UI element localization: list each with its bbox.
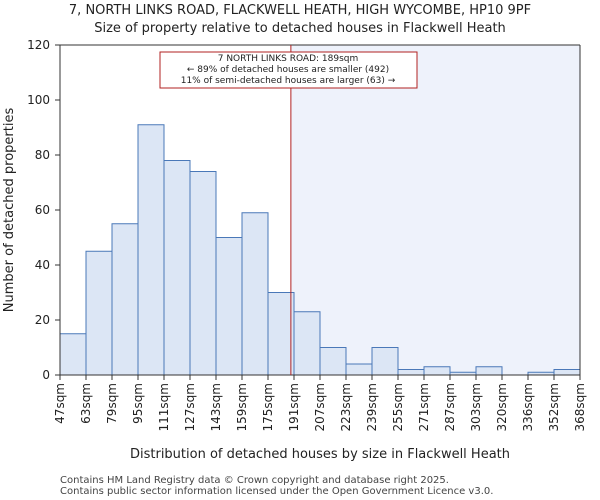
- x-tick-label: 239sqm: [365, 383, 379, 431]
- chart-title: 7, NORTH LINKS ROAD, FLACKWELL HEATH, HI…: [69, 3, 531, 18]
- y-tick-label: 40: [35, 258, 50, 272]
- histogram-bar: [215, 237, 243, 376]
- x-tick-label: 47sqm: [53, 383, 67, 424]
- x-tick-label: 352sqm: [547, 383, 561, 431]
- x-tick-label: 111sqm: [157, 383, 171, 431]
- x-tick-label: 159sqm: [235, 383, 249, 431]
- histogram-bar: [553, 369, 581, 376]
- x-tick-label: 95sqm: [131, 383, 145, 424]
- x-tick-label: 336sqm: [521, 383, 535, 431]
- x-tick-label: 143sqm: [209, 383, 223, 431]
- y-tick-label: 100: [27, 93, 50, 107]
- x-tick-label: 368sqm: [573, 383, 587, 431]
- annotation-line-2: ← 89% of detached houses are smaller (49…: [187, 65, 389, 75]
- x-tick-label: 303sqm: [469, 383, 483, 431]
- histogram-bar: [475, 366, 503, 376]
- histogram-bar: [267, 292, 295, 376]
- y-axis: 0 20 40 60 80 100 120: [27, 38, 581, 382]
- footer-line-1: Contains HM Land Registry data © Crown c…: [60, 475, 449, 486]
- histogram-bar: [163, 160, 191, 376]
- x-tick-label: 287sqm: [443, 383, 457, 431]
- x-tick-label: 191sqm: [287, 383, 301, 431]
- histogram-bar: [397, 369, 425, 376]
- chart-subtitle: Size of property relative to detached ho…: [94, 21, 506, 36]
- y-tick-label: 20: [35, 313, 50, 327]
- x-tick-label: 127sqm: [183, 383, 197, 431]
- y-tick-label: 60: [35, 203, 50, 217]
- x-tick-label: 271sqm: [417, 383, 431, 431]
- histogram-bar: [371, 347, 399, 376]
- histogram-bar: [189, 171, 217, 376]
- footer-line-2: Contains public sector information licen…: [60, 486, 493, 497]
- histogram-bar: [241, 212, 269, 376]
- histogram-bar: [137, 124, 165, 376]
- x-tick-label: 320sqm: [495, 383, 509, 431]
- y-tick-label: 0: [42, 368, 50, 382]
- bars-group: [59, 124, 581, 376]
- y-tick-label: 120: [27, 38, 50, 52]
- x-axis-label: Distribution of detached houses by size …: [130, 447, 510, 462]
- y-tick-label: 80: [35, 148, 50, 162]
- histogram-bar: [293, 311, 321, 376]
- histogram-bar: [319, 347, 347, 376]
- larger-region-shade: [290, 45, 580, 375]
- histogram-bar: [111, 223, 139, 376]
- x-tick-label: 255sqm: [391, 383, 405, 431]
- x-tick-label: 79sqm: [105, 383, 119, 424]
- annotation-line-3: 11% of semi-detached houses are larger (…: [181, 76, 396, 86]
- histogram-bar: [423, 366, 451, 376]
- annotation-box: [159, 51, 418, 89]
- annotation-line-1: 7 NORTH LINKS ROAD: 189sqm: [218, 54, 359, 64]
- histogram-bar: [85, 250, 113, 376]
- x-axis: 47sqm 63sqm 79sqm 95sqm 111sqm 127sqm 143sqm 15…: [53, 375, 587, 431]
- x-tick-label: 223sqm: [339, 383, 353, 431]
- histogram-bar: [59, 333, 87, 376]
- x-tick-label: 207sqm: [313, 383, 327, 431]
- y-axis-label: Number of detached properties: [2, 108, 17, 313]
- x-tick-label: 175sqm: [261, 383, 275, 431]
- histogram-bar: [345, 363, 373, 376]
- x-tick-label: 63sqm: [79, 383, 93, 424]
